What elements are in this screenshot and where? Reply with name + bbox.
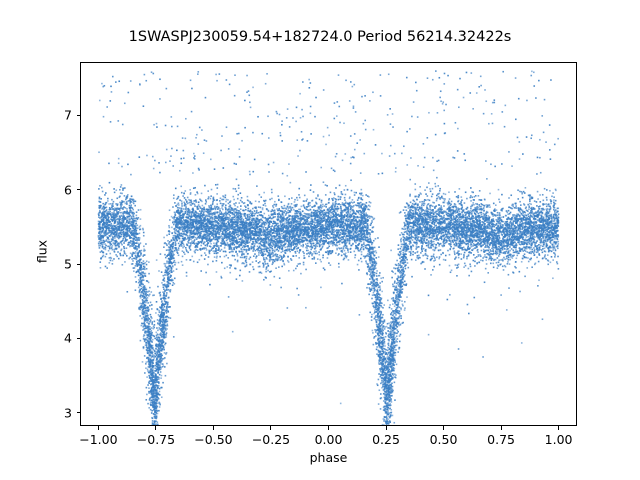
x-tick-mark	[270, 426, 272, 430]
y-tick-mark	[76, 412, 80, 414]
y-tick-mark	[76, 263, 80, 265]
x-tick-label: 0.25	[372, 432, 400, 447]
x-tick-mark	[328, 426, 329, 430]
x-tick-label: 0.00	[314, 432, 343, 447]
x-tick-label: −0.50	[194, 432, 233, 447]
y-axis-label: flux	[34, 239, 50, 264]
y-tick-label: 7	[64, 107, 72, 123]
x-tick-label: −1.00	[79, 432, 118, 447]
plot-axes-frame	[80, 62, 577, 426]
x-axis-label: phase	[309, 450, 348, 465]
y-tick-label: 4	[64, 330, 72, 346]
y-tick-label: 6	[64, 182, 72, 198]
x-tick-label: 0.75	[487, 432, 515, 447]
scatter-plot-canvas	[80, 62, 577, 426]
x-tick-mark	[212, 426, 214, 430]
x-tick-label: 0.50	[429, 432, 458, 447]
chart-title: 1SWASPJ230059.54+182724.0 Period 56214.3…	[128, 29, 512, 45]
y-tick-label: 5	[64, 256, 72, 272]
y-tick-label: 3	[64, 405, 72, 421]
x-tick-mark	[443, 426, 445, 430]
x-tick-mark	[155, 426, 157, 430]
x-tick-mark	[97, 426, 99, 430]
x-tick-mark	[558, 426, 560, 430]
y-tick-mark	[76, 114, 80, 116]
x-tick-label: 1.00	[544, 432, 573, 447]
x-tick-label: −0.25	[251, 432, 291, 447]
x-tick-label: −0.75	[136, 432, 176, 447]
x-tick-mark	[385, 426, 387, 430]
y-tick-mark	[76, 189, 80, 191]
y-tick-mark	[76, 337, 80, 339]
x-tick-mark	[500, 426, 502, 430]
